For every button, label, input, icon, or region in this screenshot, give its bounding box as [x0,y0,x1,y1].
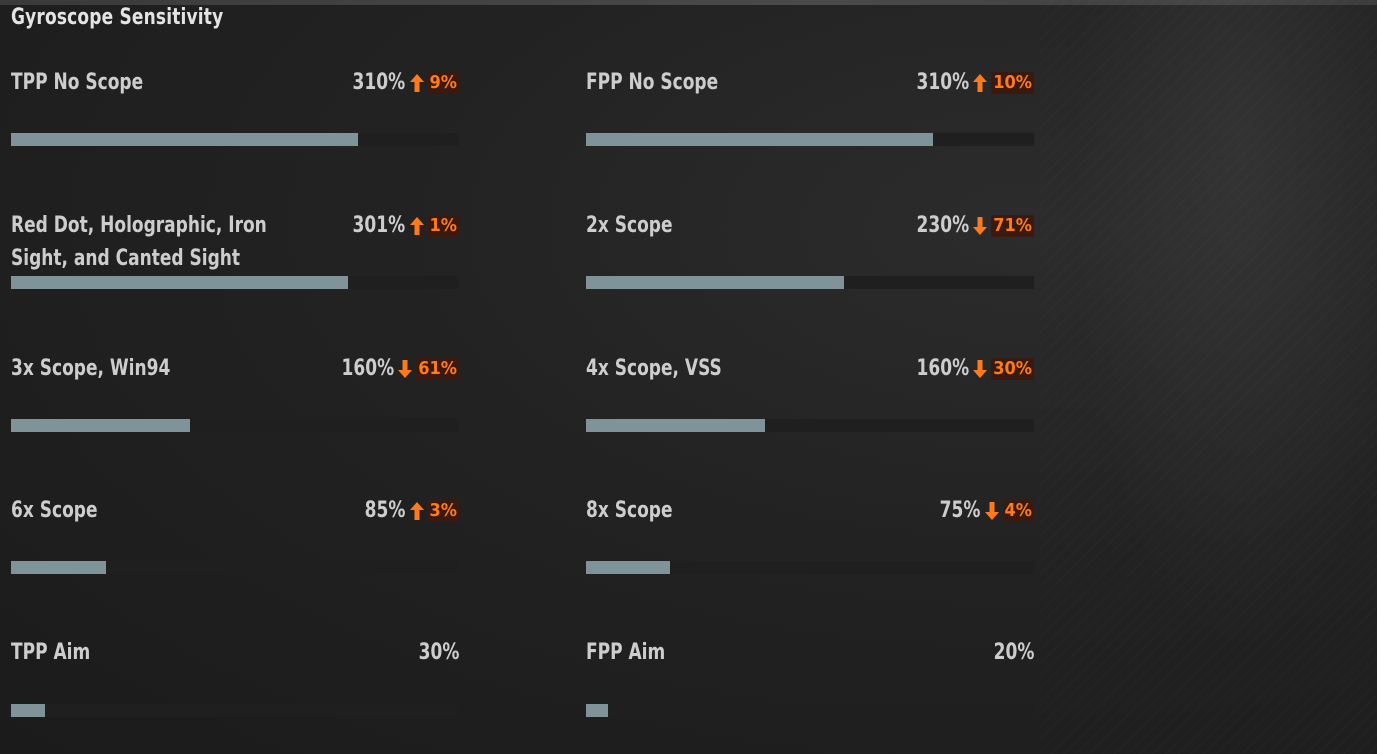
slider-fill [586,276,844,289]
slider-track[interactable] [11,276,459,289]
setting-label: 4x Scope, VSS [586,356,722,381]
setting-value: 301% [352,213,406,238]
setting-4x-scope-vss: 4x Scope, VSS 160% 30% [586,352,1034,452]
change-badge: 30% [991,357,1034,380]
setting-label: Red Dot, Holographic, Iron Sight, and Ca… [11,213,267,271]
section-title: Gyroscope Sensitivity [11,5,224,30]
arrow-down-icon [972,216,988,236]
arrow-up-icon [409,216,425,236]
setting-value: 310% [352,70,406,95]
arrow-down-icon [984,501,1000,521]
slider-track[interactable] [11,419,459,432]
value-group: 230% 71% [908,209,1034,242]
setting-label: 3x Scope, Win94 [11,356,171,381]
arrow-up-icon [409,501,425,521]
slider-fill [11,133,359,146]
change-badge: 3% [427,499,459,522]
slider-fill [586,561,670,574]
slider-fill [586,704,609,717]
background-texture [1040,0,1377,754]
setting-6x-scope: 6x Scope 85% 3% [11,494,459,594]
slider-track[interactable] [11,133,459,146]
setting-fpp-no-scope: FPP No Scope 310% 10% [586,66,1034,166]
setting-8x-scope: 8x Scope 75% 4% [586,494,1034,594]
setting-fpp-aim: FPP Aim 20% [586,636,1034,736]
arrow-down-icon [397,359,413,379]
value-group: 20% [987,636,1034,669]
setting-label: FPP No Scope [586,70,719,95]
setting-label: TPP Aim [11,640,91,665]
change-badge: 61% [416,357,459,380]
slider-fill [11,419,191,432]
setting-label: 2x Scope [586,213,673,238]
value-group: 160% 61% [333,352,459,385]
setting-2x-scope: 2x Scope 230% 71% [586,209,1034,309]
value-group: 301% 1% [344,209,459,242]
change-badge: 71% [991,214,1034,237]
slider-fill [11,276,349,289]
slider-track[interactable] [586,276,1034,289]
setting-tpp-no-scope: TPP No Scope 310% 9% [11,66,459,166]
slider-track[interactable] [586,419,1034,432]
slider-track[interactable] [11,561,459,574]
value-group: 30% [412,636,459,669]
arrow-up-icon [409,73,425,93]
setting-value: 230% [916,213,970,238]
slider-track[interactable] [586,561,1034,574]
setting-label: 8x Scope [586,498,673,523]
setting-value: 20% [993,640,1034,665]
slider-fill [11,561,107,574]
arrow-down-icon [972,359,988,379]
setting-value: 160% [341,356,395,381]
value-group: 310% 10% [908,66,1034,99]
setting-3x-scope-win94: 3x Scope, Win94 160% 61% [11,352,459,452]
setting-value: 30% [418,640,459,665]
setting-value: 310% [916,70,970,95]
slider-fill [11,704,45,717]
value-group: 75% 4% [933,494,1034,527]
change-badge: 9% [427,71,459,94]
change-badge: 1% [427,214,459,237]
slider-track[interactable] [586,704,1034,717]
change-badge: 10% [991,71,1034,94]
setting-value: 75% [939,498,981,523]
setting-value: 160% [916,356,970,381]
value-group: 160% 30% [908,352,1034,385]
top-divider [0,0,1377,5]
slider-track[interactable] [586,133,1034,146]
slider-track[interactable] [11,704,459,717]
value-group: 310% 9% [344,66,459,99]
value-group: 85% 3% [358,494,459,527]
setting-label: FPP Aim [586,640,666,665]
setting-label: TPP No Scope [11,70,144,95]
setting-label: 6x Scope [11,498,98,523]
arrow-up-icon [972,73,988,93]
change-badge: 4% [1002,499,1034,522]
slider-fill [586,419,766,432]
slider-fill [586,133,934,146]
setting-red-dot-holographic: Red Dot, Holographic, Iron Sight, and Ca… [11,209,459,309]
setting-tpp-aim: TPP Aim 30% [11,636,459,736]
setting-value: 85% [364,498,406,523]
